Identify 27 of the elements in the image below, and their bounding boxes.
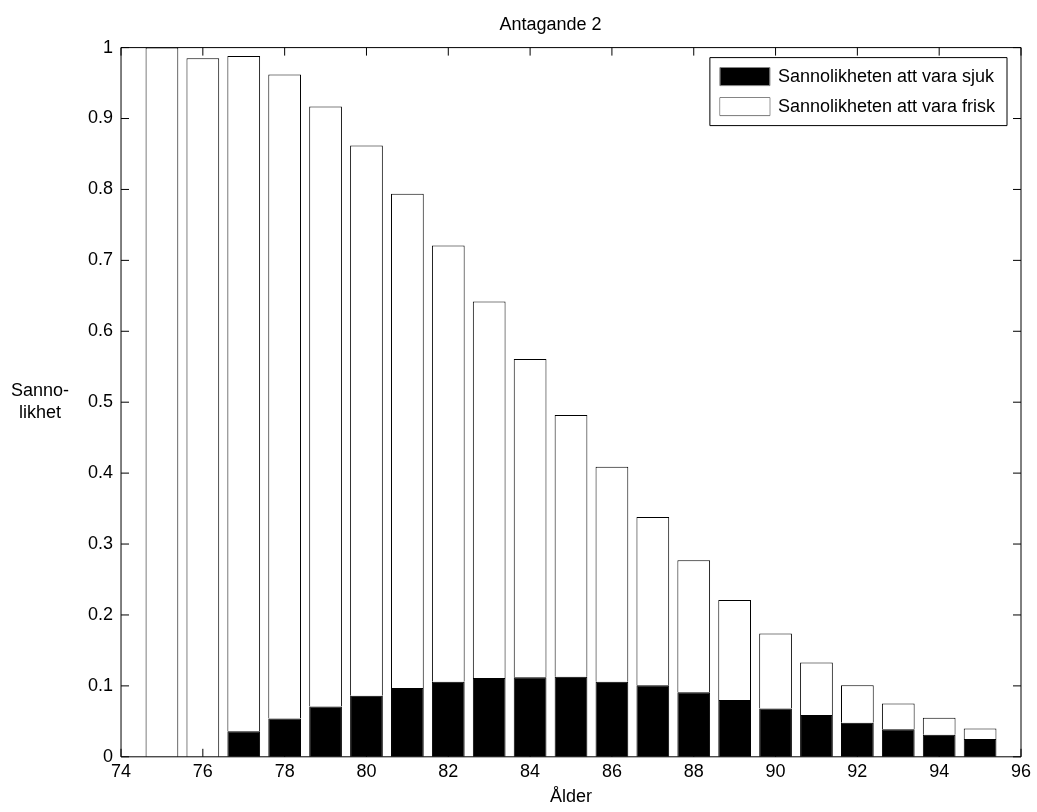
x-tick-label: 82 xyxy=(438,760,459,781)
y-tick-label: 0.1 xyxy=(87,674,114,695)
y-tick-label: 0.3 xyxy=(87,533,114,554)
y-tick-label: 0.6 xyxy=(87,320,114,341)
x-tick-label: 86 xyxy=(601,760,622,781)
x-tick-label: 94 xyxy=(929,760,950,781)
y-tick-label: 0.5 xyxy=(87,391,114,412)
y-tick-label: 0.7 xyxy=(87,249,114,270)
x-tick-label: 84 xyxy=(520,760,541,781)
x-axis-title: Ålder xyxy=(550,786,593,807)
x-tick-label: 76 xyxy=(192,760,213,781)
x-tick-label: 74 xyxy=(111,760,132,781)
y-tick-label: 0.9 xyxy=(87,107,114,128)
chart-title: Antagande 2 xyxy=(499,13,602,34)
legend-label: Sannolikheten att vara sjuk xyxy=(777,65,996,86)
y-axis-title: Sanno- likhet xyxy=(10,380,70,423)
x-tick-label: 92 xyxy=(847,760,868,781)
x-tick-label: 88 xyxy=(683,760,704,781)
x-tick-label: 90 xyxy=(765,760,786,781)
x-tick-label: 78 xyxy=(274,760,295,781)
y-tick-label: 0.8 xyxy=(87,178,114,199)
legend-label: Sannolikheten att vara frisk xyxy=(777,95,996,116)
x-tick-label: 80 xyxy=(356,760,377,781)
y-tick-label: 0.2 xyxy=(87,603,114,624)
y-tick-label: 1 xyxy=(103,36,114,57)
y-tick-label: 0.4 xyxy=(87,462,114,483)
x-tick-label: 96 xyxy=(1010,760,1032,781)
